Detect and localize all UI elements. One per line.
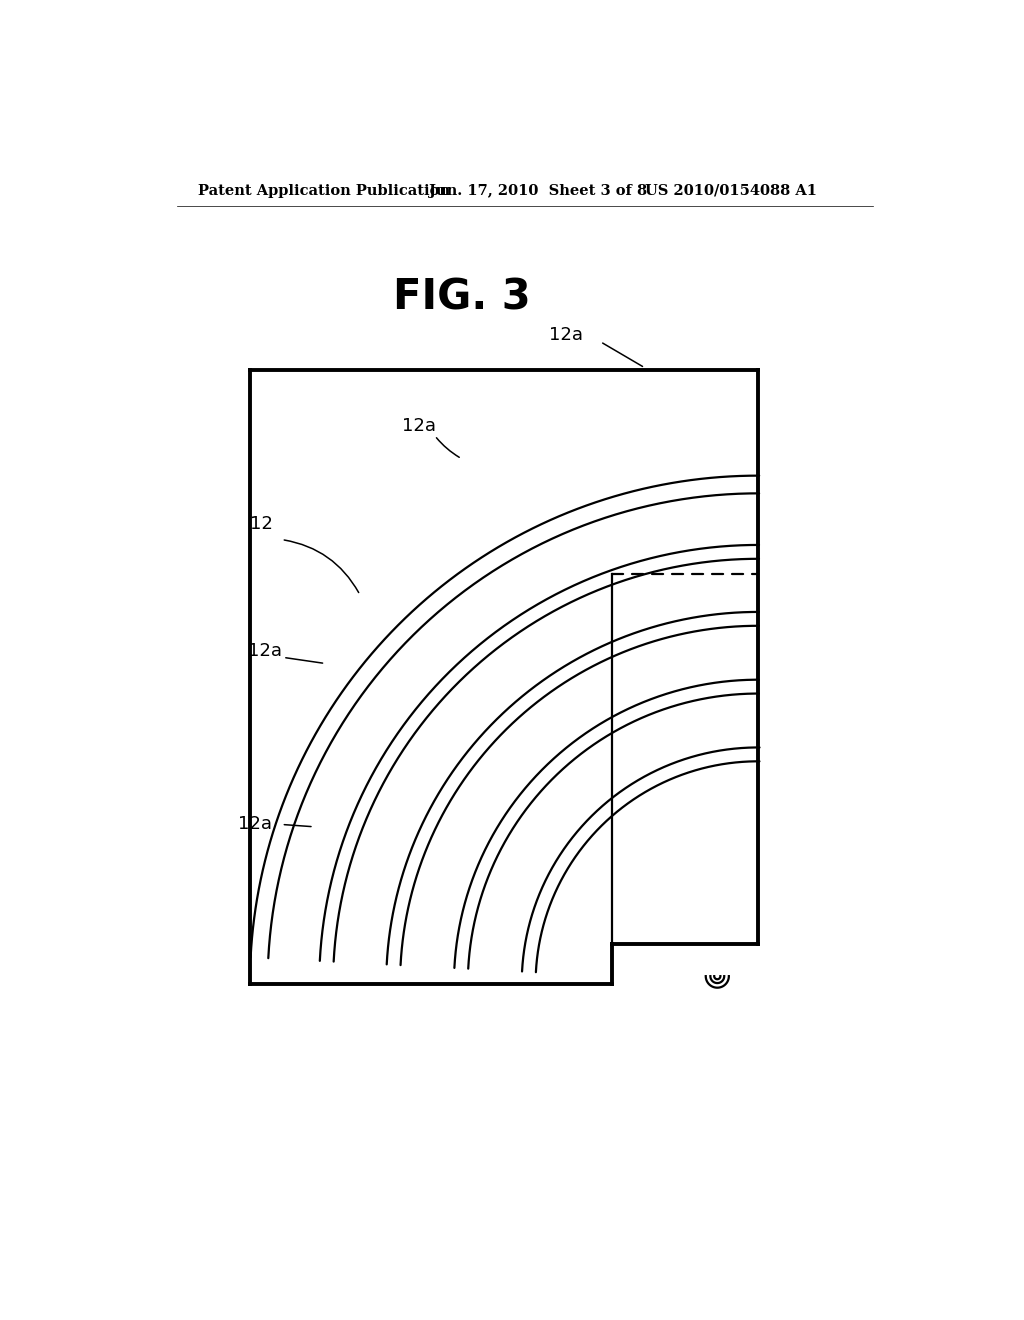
Text: US 2010/0154088 A1: US 2010/0154088 A1: [645, 183, 817, 198]
Text: 12a: 12a: [249, 643, 283, 660]
Text: 12: 12: [250, 515, 272, 533]
Text: 12a: 12a: [239, 816, 272, 833]
Text: Patent Application Publication: Patent Application Publication: [199, 183, 451, 198]
Text: FIG. 3: FIG. 3: [393, 276, 530, 318]
Text: Jun. 17, 2010  Sheet 3 of 8: Jun. 17, 2010 Sheet 3 of 8: [429, 183, 647, 198]
Text: 12a: 12a: [401, 417, 435, 436]
Text: 12a: 12a: [550, 326, 584, 345]
